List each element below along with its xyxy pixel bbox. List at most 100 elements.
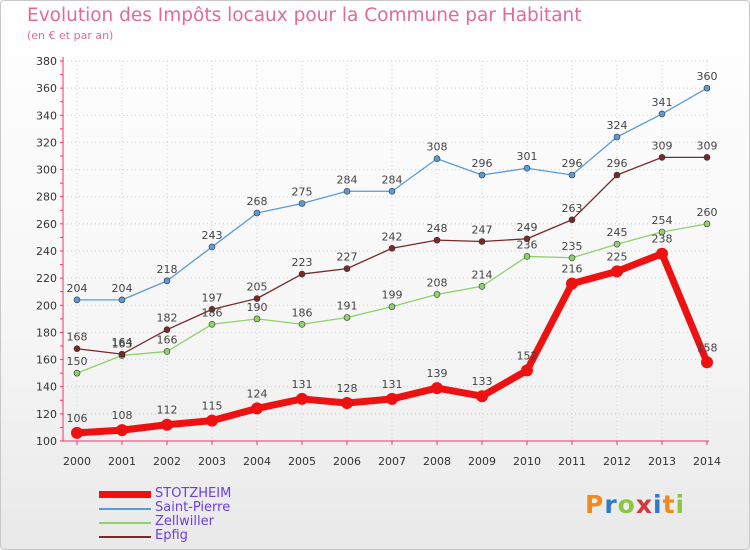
x-tick-label: 2013 — [648, 455, 676, 468]
data-label: 248 — [427, 222, 448, 235]
data-label: 191 — [337, 300, 358, 313]
data-label: 163 — [112, 338, 133, 351]
data-point — [611, 265, 623, 278]
data-label: 223 — [292, 256, 313, 269]
legend-swatch — [99, 508, 151, 510]
series-epfig — [73, 154, 711, 358]
y-tick-label: 340 — [36, 109, 57, 122]
data-label: 309 — [697, 139, 718, 152]
data-label: 199 — [382, 289, 403, 302]
data-label: 133 — [472, 375, 493, 388]
data-point — [341, 397, 353, 409]
data-point — [206, 414, 218, 427]
logo-letter: r — [604, 490, 618, 519]
data-point — [208, 243, 216, 251]
y-tick-label: 240 — [36, 245, 57, 258]
data-label: 115 — [202, 400, 223, 413]
legend-label: Zellwiller — [155, 514, 214, 529]
data-label: 324 — [607, 119, 628, 132]
data-label: 284 — [382, 173, 403, 186]
data-point — [613, 171, 621, 179]
y-tick-label: 320 — [36, 136, 57, 149]
data-label: 166 — [157, 333, 178, 346]
data-point — [613, 133, 621, 141]
data-point — [298, 200, 306, 207]
data-point — [118, 350, 126, 358]
axes: 100 120 140 160 180 200 220 240 260 280 300 320 340 3… — [36, 55, 721, 468]
data-label: 236 — [517, 238, 538, 251]
data-label: 249 — [517, 221, 538, 234]
data-label: 216 — [562, 263, 583, 276]
data-point — [523, 235, 531, 243]
data-point — [163, 348, 171, 355]
data-point — [163, 326, 171, 334]
data-label: 296 — [472, 157, 493, 170]
y-tick-label: 380 — [36, 55, 57, 68]
data-point — [478, 282, 486, 290]
x-tick-label: 2000 — [63, 455, 91, 468]
x-tick-label: 2003 — [198, 455, 226, 468]
data-label: 309 — [652, 139, 673, 152]
data-point — [343, 314, 351, 321]
logo-letter: P — [585, 490, 605, 519]
data-label: 227 — [337, 251, 358, 264]
data-point — [251, 402, 263, 415]
data-label: 284 — [337, 173, 358, 186]
x-tick-label: 2014 — [693, 455, 721, 468]
data-point — [343, 187, 351, 195]
data-label: 296 — [562, 157, 583, 170]
data-point — [388, 187, 396, 195]
data-label: 254 — [652, 214, 673, 227]
series-saint-pierre — [73, 84, 711, 304]
x-tick-label: 2005 — [288, 455, 316, 468]
y-tick-label: 160 — [36, 354, 57, 367]
y-tick-label: 360 — [36, 82, 57, 95]
logo-letter: o — [617, 490, 636, 519]
y-tick-label: 300 — [36, 164, 57, 177]
data-label: 214 — [472, 268, 493, 281]
data-label: 204 — [67, 282, 88, 295]
data-label: 182 — [157, 312, 178, 325]
data-point — [386, 392, 398, 405]
data-label: 204 — [112, 282, 133, 295]
data-point — [703, 154, 711, 161]
y-tick-label: 100 — [36, 435, 57, 448]
y-tick-label: 180 — [36, 326, 57, 339]
y-tick-label: 260 — [36, 218, 57, 231]
data-label: 124 — [247, 387, 268, 400]
legend-label: Saint-Pierre — [155, 500, 231, 515]
data-point — [388, 303, 396, 310]
data-point — [656, 247, 668, 260]
y-tick-label: 120 — [36, 408, 57, 421]
data-point — [253, 209, 261, 217]
x-tick-label: 2007 — [378, 455, 406, 468]
data-label: 131 — [292, 378, 313, 391]
data-point — [73, 369, 81, 377]
data-label: 235 — [562, 240, 583, 253]
y-tick-label: 220 — [36, 272, 57, 285]
data-point — [73, 345, 81, 353]
series-stotzheim — [71, 247, 713, 439]
series-zellwiller — [73, 220, 711, 377]
data-label: 152 — [517, 349, 538, 362]
data-point — [253, 315, 261, 323]
data-point — [703, 220, 711, 228]
data-point — [568, 171, 576, 179]
data-point — [116, 424, 128, 437]
data-point — [613, 240, 621, 248]
data-label: 190 — [247, 301, 268, 314]
grid-lines — [63, 60, 709, 442]
data-point — [433, 155, 441, 163]
data-label: 158 — [697, 341, 718, 354]
data-point — [701, 356, 713, 369]
data-point — [161, 418, 173, 431]
legend-label: STOTZHEIM — [155, 486, 232, 501]
data-label: 131 — [382, 378, 403, 391]
data-label: 205 — [247, 281, 268, 294]
x-tick-label: 2011 — [558, 455, 586, 468]
data-point — [343, 265, 351, 272]
x-tick-label: 2006 — [333, 455, 361, 468]
data-point — [478, 238, 486, 245]
data-label: 263 — [562, 202, 583, 215]
